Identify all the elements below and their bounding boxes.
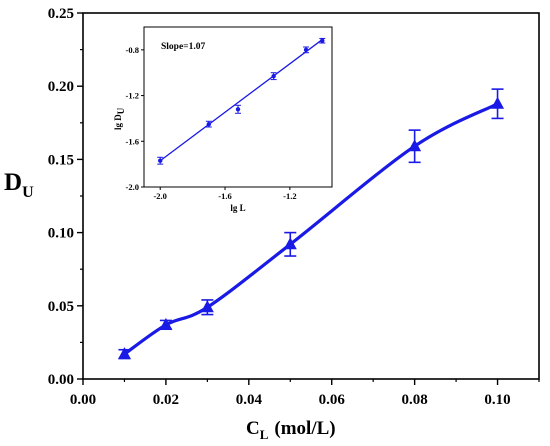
data-point xyxy=(200,300,214,313)
data-point xyxy=(117,347,131,360)
data-point xyxy=(408,139,422,152)
x-tick-label: 0.02 xyxy=(153,392,179,408)
y-tick-label: 0.25 xyxy=(48,6,74,22)
x-tick-label: 0.06 xyxy=(319,392,346,408)
data-point xyxy=(159,317,173,330)
inset-data-point xyxy=(206,121,212,127)
inset-x-tick-label: -1.6 xyxy=(218,191,231,201)
y-tick-label: 0.20 xyxy=(48,79,74,95)
x-tick-label: 0.04 xyxy=(236,392,263,408)
inset-ticks: -2.0 -1.6 -1.2 -2.0 -1.6 -1.2 -0.8 xyxy=(126,45,297,201)
inset-x-tick-label: -2.0 xyxy=(153,191,166,201)
inset-slope-annotation: Slope=1.07 xyxy=(161,42,205,52)
inset-y-tick-label: -0.8 xyxy=(126,45,139,55)
main-points xyxy=(117,96,505,360)
x-tick-label: 0.00 xyxy=(70,392,96,408)
inset-y-tick-label: -1.2 xyxy=(126,91,139,101)
y-tick-label: 0.10 xyxy=(48,226,74,242)
inset-y-axis-title: lg DU xyxy=(113,107,126,130)
inset-points xyxy=(158,38,325,163)
data-point xyxy=(491,96,505,109)
inset-x-axis-title: lg L xyxy=(230,203,245,213)
x-tick-label: 0.08 xyxy=(402,392,428,408)
inset-y-tick-label: -1.6 xyxy=(126,136,139,146)
inset-x-tick-label: -1.2 xyxy=(283,191,296,201)
data-point xyxy=(283,237,297,250)
main-ticks: 0.00 0.02 0.04 0.06 0.08 0.10 0.00 0.05 0.10 0.15… xyxy=(48,6,540,408)
x-tick-label: 0.10 xyxy=(484,392,510,408)
inset-data-point xyxy=(303,47,309,53)
inset-fit-line xyxy=(159,39,323,162)
inset-data-point xyxy=(271,73,276,79)
y-tick-label: 0.15 xyxy=(48,152,74,168)
inset-data-point xyxy=(320,38,325,43)
x-axis-title: CL (mol/L) xyxy=(246,418,336,442)
y-axis-title: DU xyxy=(4,169,34,201)
inset-data-point xyxy=(235,107,241,112)
inset-y-tick-label: -2.0 xyxy=(126,182,139,192)
inset-data-point xyxy=(158,158,163,163)
y-tick-label: 0.05 xyxy=(48,299,74,315)
y-tick-label: 0.00 xyxy=(48,372,74,388)
inset-fit-line xyxy=(159,39,323,162)
